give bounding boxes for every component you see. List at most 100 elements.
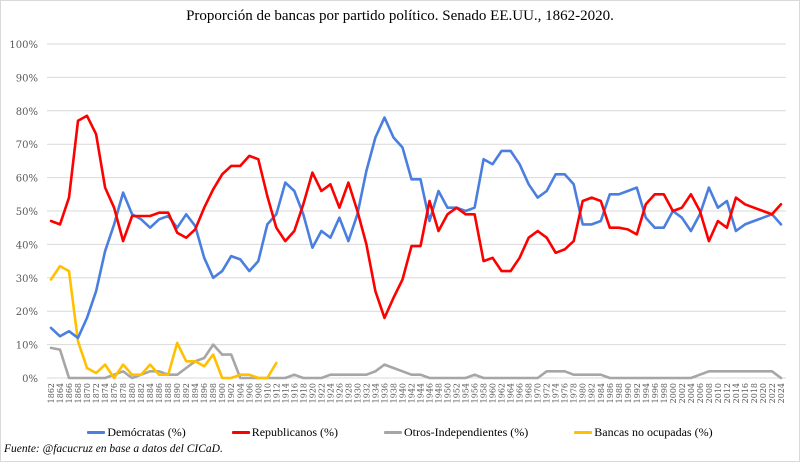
x-tick-label: 1902: [227, 383, 236, 403]
x-tick-label: 2002: [678, 383, 687, 403]
x-tick-label: 2010: [714, 383, 723, 403]
x-tick-label: 1952: [453, 383, 462, 403]
x-tick-label: 1998: [660, 383, 669, 403]
x-tick-label: 1956: [471, 383, 480, 403]
series-lines: [49, 114, 783, 380]
gridlines: [47, 43, 786, 379]
y-tick-label: 90%: [16, 73, 38, 84]
x-tick-label: 1866: [65, 383, 74, 403]
y-tick-label: 100%: [9, 40, 38, 51]
legend-item-otros[interactable]: Otros-Independientes (%): [384, 425, 528, 440]
x-tick-label: 1894: [191, 383, 200, 403]
chart-title: Proporción de bancas por partido polític…: [186, 8, 614, 24]
legend-swatch-democratas: [87, 431, 106, 434]
x-tick-label: 1892: [182, 383, 191, 403]
y-tick-label: 50%: [16, 207, 38, 218]
x-tick-label: 1874: [101, 383, 110, 403]
x-tick-label: 1890: [173, 383, 182, 403]
x-tick-label: 1888: [164, 383, 173, 403]
x-tick-label: 1930: [353, 383, 362, 403]
x-tick-label: 1928: [344, 383, 353, 403]
x-tick-label: 1932: [362, 383, 371, 403]
x-tick-label: 1868: [74, 383, 83, 403]
x-tick-label: 1910: [263, 383, 272, 403]
legend-label-republicanos: Republicanos (%): [251, 425, 338, 439]
x-tick-label: 2020: [759, 383, 768, 403]
x-tick-label: 2006: [696, 383, 705, 403]
legend-swatch-otros: [384, 431, 402, 434]
x-tick-label: 2024: [777, 383, 786, 403]
x-tick-label: 2000: [669, 383, 678, 403]
x-tick-label: 2012: [723, 383, 732, 403]
y-tick-label: 60%: [16, 174, 38, 185]
x-tick-label: 1884: [146, 383, 155, 403]
x-tick-label: 1872: [92, 383, 101, 403]
legend-label-vacantes: Bancas no ocupadas (%): [594, 425, 713, 439]
y-tick-label: 30%: [16, 274, 38, 285]
x-tick-label: 1920: [308, 383, 317, 403]
legend-swatch-republicanos: [231, 431, 250, 434]
x-tick-label: 1862: [47, 383, 56, 403]
x-tick-label: 1996: [651, 383, 660, 403]
x-tick-label: 1946: [426, 383, 435, 403]
x-tick-label: 1876: [110, 383, 119, 403]
x-tick-label: 1904: [236, 383, 245, 403]
x-tick-label: 1976: [561, 383, 570, 403]
x-tick-label: 2022: [768, 383, 777, 403]
x-tick-label: 1968: [525, 383, 534, 403]
x-tick-label: 1970: [534, 383, 543, 403]
x-tick-label: 1864: [56, 383, 65, 403]
x-tick-label: 1914: [281, 383, 290, 403]
y-tick-label: 40%: [16, 240, 38, 251]
legend-label-democratas: Demócratas (%): [107, 425, 186, 439]
legend: Demócratas (%) Republicanos (%) Otros-In…: [0, 425, 800, 440]
legend-item-vacantes[interactable]: Bancas no ocupadas (%): [574, 425, 713, 440]
x-tick-label: 1908: [254, 383, 263, 403]
democratas-line: [49, 116, 783, 340]
x-tick-label: 1978: [570, 383, 579, 403]
x-tick-label: 1972: [543, 383, 552, 403]
x-tick-label: 1906: [245, 383, 254, 403]
x-tick-label: 1886: [155, 383, 164, 403]
republicanos-line: [49, 114, 783, 320]
x-tick-label: 1962: [498, 383, 507, 403]
x-tick-label: 1940: [398, 383, 407, 403]
x-tick-label: 1966: [516, 383, 525, 403]
x-tick-label: 1964: [507, 383, 516, 403]
y-tick-label: 70%: [16, 140, 38, 151]
x-tick-label: 1948: [435, 383, 444, 403]
x-tick-label: 1898: [209, 383, 218, 403]
x-tick-label: 1924: [326, 383, 335, 403]
x-tick-label: 1880: [128, 383, 137, 403]
x-tick-label: 1896: [200, 383, 209, 403]
y-tick-label: 10%: [16, 341, 38, 352]
x-tick-label: 1934: [371, 383, 380, 403]
x-tick-label: 1916: [290, 383, 299, 403]
x-tick-label: 2016: [741, 383, 750, 403]
x-tick-label: 2018: [750, 383, 759, 403]
x-tick-label: 1922: [317, 383, 326, 403]
x-tick-label: 1918: [299, 383, 308, 403]
x-axis-ticks: 1862 1864 1866 1868 1870 1872 1874 1876 1878 1880…: [47, 383, 786, 403]
x-tick-label: 1980: [579, 383, 588, 403]
y-tick-label: 20%: [16, 307, 38, 318]
legend-item-democratas[interactable]: Demócratas (%): [87, 425, 186, 440]
x-tick-label: 1960: [489, 383, 498, 403]
x-tick-label: 1984: [597, 383, 606, 403]
x-tick-label: 1994: [642, 383, 651, 403]
x-tick-label: 1870: [83, 383, 92, 403]
x-tick-label: 2008: [705, 383, 714, 403]
legend-label-otros: Otros-Independientes (%): [404, 425, 529, 439]
x-tick-label: 1944: [417, 383, 426, 403]
x-tick-label: 1990: [624, 383, 633, 403]
x-tick-label: 1900: [218, 383, 227, 403]
x-tick-label: 1942: [407, 383, 416, 403]
x-tick-label: 1988: [615, 383, 624, 403]
x-tick-label: 1936: [380, 383, 389, 403]
legend-item-republicanos[interactable]: Republicanos (%): [231, 425, 338, 440]
x-tick-label: 1938: [389, 383, 398, 403]
x-tick-label: 1882: [137, 383, 146, 403]
x-tick-label: 1982: [588, 383, 597, 403]
x-tick-label: 1954: [462, 383, 471, 403]
